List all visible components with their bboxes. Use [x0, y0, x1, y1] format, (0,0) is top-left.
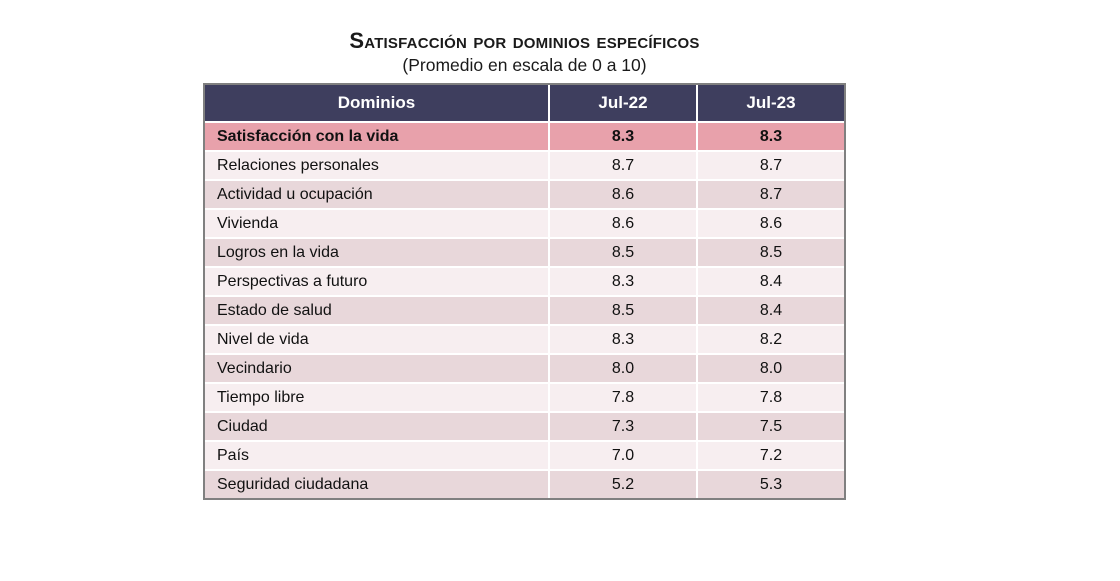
table-row: Ciudad 7.3 7.5 [205, 411, 844, 440]
domain-cell: Seguridad ciudadana [205, 469, 548, 498]
jul23-cell: 7.8 [696, 382, 844, 411]
jul23-cell: 8.5 [696, 237, 844, 266]
table-row: Seguridad ciudadana 5.2 5.3 [205, 469, 844, 498]
header-cell-jul23: Jul-23 [696, 85, 844, 121]
jul22-cell: 8.3 [548, 266, 696, 295]
table-row: Estado de salud 8.5 8.4 [205, 295, 844, 324]
table-row: Tiempo libre 7.8 7.8 [205, 382, 844, 411]
jul23-cell: 8.4 [696, 266, 844, 295]
page-subtitle: (Promedio en escala de 0 a 10) [402, 55, 647, 75]
jul23-cell: 8.2 [696, 324, 844, 353]
header-cell-jul22: Jul-22 [548, 85, 696, 121]
jul23-cell: 7.2 [696, 440, 844, 469]
jul23-cell: 8.0 [696, 353, 844, 382]
jul23-cell: 5.3 [696, 469, 844, 498]
jul22-cell: 8.3 [548, 121, 696, 150]
jul22-cell: 8.5 [548, 237, 696, 266]
domain-cell: Ciudad [205, 411, 548, 440]
jul22-cell: 8.5 [548, 295, 696, 324]
jul23-cell: 8.6 [696, 208, 844, 237]
table-row: Nivel de vida 8.3 8.2 [205, 324, 844, 353]
domain-cell: Vecindario [205, 353, 548, 382]
domain-cell: País [205, 440, 548, 469]
jul22-cell: 8.3 [548, 324, 696, 353]
domain-cell: Actividad u ocupación [205, 179, 548, 208]
table-row: Relaciones personales 8.7 8.7 [205, 150, 844, 179]
domain-cell: Logros en la vida [205, 237, 548, 266]
page-title: Satisfacción por dominios específicos [349, 28, 700, 53]
table-row: Vecindario 8.0 8.0 [205, 353, 844, 382]
jul23-cell: 8.3 [696, 121, 844, 150]
header-row: Dominios Jul-22 Jul-23 [205, 85, 844, 121]
jul23-cell: 7.5 [696, 411, 844, 440]
domains-table: Dominios Jul-22 Jul-23 Satisfacción con … [203, 83, 846, 500]
jul22-cell: 7.3 [548, 411, 696, 440]
table-row: Perspectivas a futuro 8.3 8.4 [205, 266, 844, 295]
jul22-cell: 8.0 [548, 353, 696, 382]
domain-cell: Estado de salud [205, 295, 548, 324]
jul22-cell: 7.8 [548, 382, 696, 411]
jul23-cell: 8.7 [696, 150, 844, 179]
jul23-cell: 8.7 [696, 179, 844, 208]
domain-cell: Satisfacción con la vida [205, 121, 548, 150]
table-row: Logros en la vida 8.5 8.5 [205, 237, 844, 266]
domain-cell: Tiempo libre [205, 382, 548, 411]
header-cell-dominios: Dominios [205, 85, 548, 121]
jul22-cell: 5.2 [548, 469, 696, 498]
domain-cell: Perspectivas a futuro [205, 266, 548, 295]
page: Satisfacción por dominios específicos (P… [203, 0, 846, 500]
jul23-cell: 8.4 [696, 295, 844, 324]
domain-cell: Relaciones personales [205, 150, 548, 179]
domain-cell: Nivel de vida [205, 324, 548, 353]
domain-cell: Vivienda [205, 208, 548, 237]
jul22-cell: 8.6 [548, 179, 696, 208]
jul22-cell: 8.6 [548, 208, 696, 237]
table-row: Actividad u ocupación 8.6 8.7 [205, 179, 844, 208]
table-row: País 7.0 7.2 [205, 440, 844, 469]
table-row: Vivienda 8.6 8.6 [205, 208, 844, 237]
jul22-cell: 8.7 [548, 150, 696, 179]
highlight-row-life-satisfaction: Satisfacción con la vida 8.3 8.3 [205, 121, 844, 150]
jul22-cell: 7.0 [548, 440, 696, 469]
